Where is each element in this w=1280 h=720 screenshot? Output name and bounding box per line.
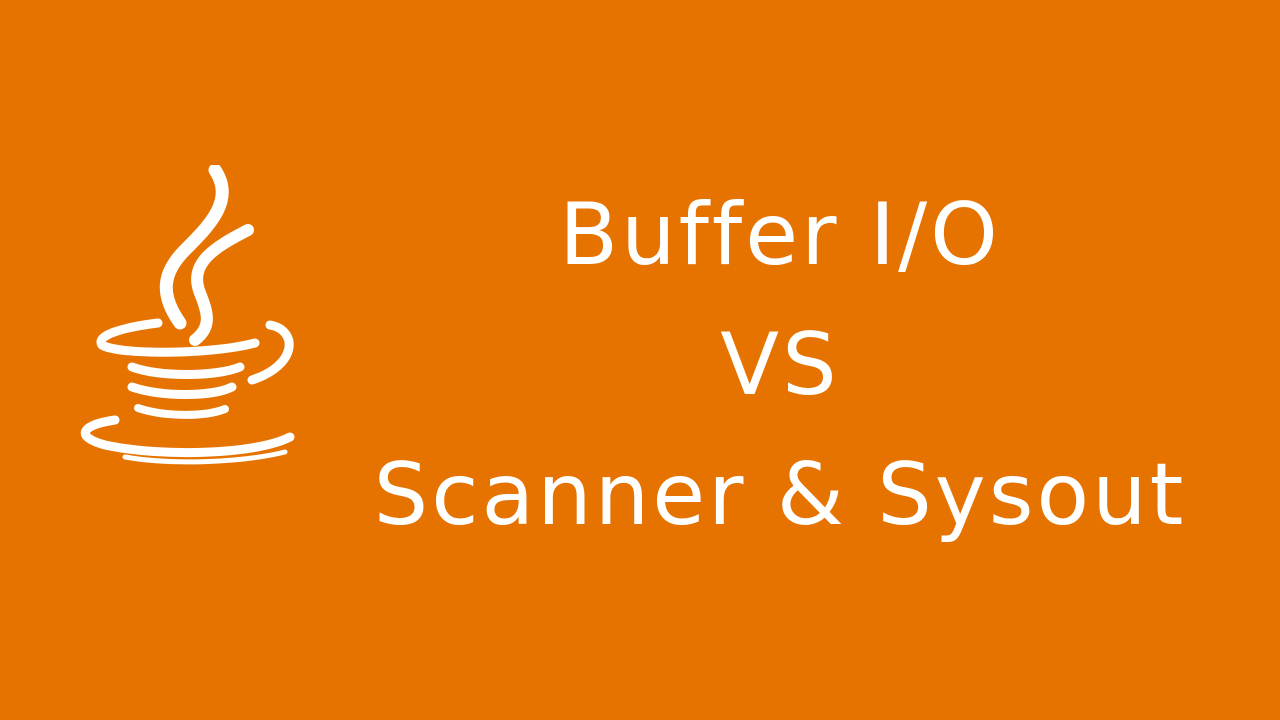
title-block: Buffer I/O VS Scanner & Sysout [300,180,1260,550]
title-line-1: Buffer I/O [559,185,1001,285]
java-coffee-cup-icon [80,165,295,465]
title-line-3: Scanner & Sysout [373,445,1187,545]
title-line-2: VS [720,315,840,415]
